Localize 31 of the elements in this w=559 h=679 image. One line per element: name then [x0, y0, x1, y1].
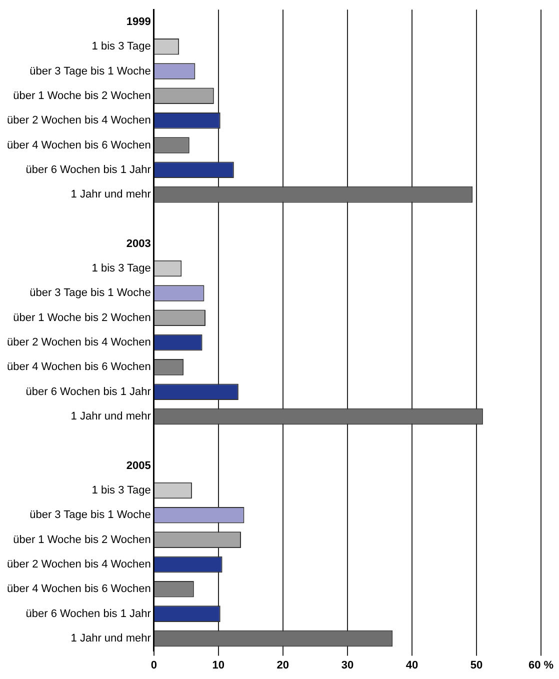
- y-tick-label: über 3 Tage bis 1 Woche: [30, 509, 151, 522]
- y-tick-label: über 4 Wochen bis 6 Wochen: [6, 139, 151, 152]
- y-tick-label: über 1 Woche bis 2 Wochen: [13, 90, 151, 102]
- x-tick-label: 50: [470, 659, 483, 672]
- y-tick-label: 1 bis 3 Tage: [92, 262, 151, 275]
- x-tick-label: 10: [212, 659, 225, 672]
- y-tick-label: 2005: [126, 460, 151, 472]
- y-tick-label: über 3 Tage bis 1 Woche: [30, 65, 151, 78]
- y-tick-label: über 1 Woche bis 2 Wochen: [13, 534, 151, 546]
- y-tick-label: 1999: [126, 16, 151, 28]
- x-tick-label: 20: [276, 659, 290, 672]
- y-tick-label: 1 bis 3 Tage: [92, 40, 151, 53]
- y-tick-label: über 6 Wochen bis 1 Jahr: [26, 386, 152, 398]
- x-tick-label: 30: [341, 659, 354, 672]
- y-tick-label: über 6 Wochen bis 1 Jahr: [26, 164, 152, 176]
- y-tick-label: über 2 Wochen bis 4 Wochen: [6, 114, 151, 127]
- y-tick-label: 1 Jahr und mehr: [70, 632, 152, 644]
- y-tick-label: über 2 Wochen bis 4 Wochen: [6, 558, 151, 571]
- x-tick-label: 40: [406, 659, 418, 672]
- y-tick-label: über 4 Wochen bis 6 Wochen: [6, 583, 151, 596]
- y-tick-label: 1 Jahr und mehr: [70, 410, 152, 423]
- y-tick-label: über 1 Woche bis 2 Wochen: [13, 312, 151, 324]
- x-tick-label: 0: [150, 659, 157, 672]
- y-tick-label: 1 bis 3 Tage: [92, 484, 151, 497]
- y-tick-label: über 3 Tage bis 1 Woche: [30, 287, 151, 300]
- y-tick-label: über 4 Wochen bis 6 Wochen: [6, 361, 151, 374]
- y-tick-label: über 2 Wochen bis 4 Wochen: [6, 336, 151, 349]
- y-tick-label: 2003: [126, 238, 151, 250]
- x-tick-label: 60 %: [528, 659, 554, 672]
- y-tick-label: 1 Jahr und mehr: [70, 188, 152, 201]
- y-tick-label: über 6 Wochen bis 1 Jahr: [26, 608, 152, 620]
